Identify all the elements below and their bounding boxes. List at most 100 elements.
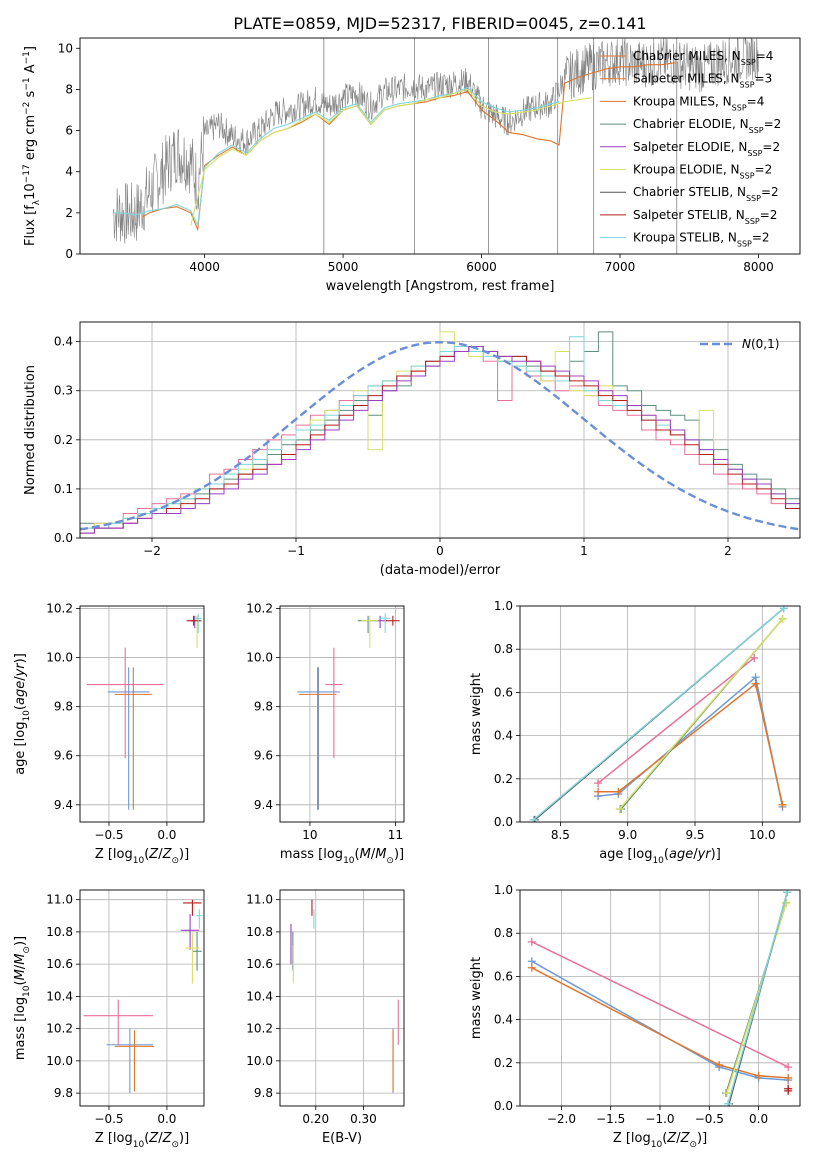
y-tick-label: 10.2 xyxy=(46,1022,73,1036)
legend-entry: Kroupa MILES, NSSP=4 xyxy=(633,94,764,112)
weight-marker xyxy=(784,1063,793,1072)
x-axis-label: E(B-V) xyxy=(322,1131,362,1146)
weight-marker xyxy=(614,787,623,796)
legend: Chabrier MILES, NSSP=4 Salpeter MILES, NS… xyxy=(600,49,781,248)
x-tick-label: −1.0 xyxy=(645,1112,674,1126)
legend-entry: Chabrier MILES, NSSP=4 xyxy=(633,49,773,67)
x-tick-label: −1.5 xyxy=(596,1112,625,1126)
y-tick-label: 10.4 xyxy=(246,989,273,1003)
weight-marker xyxy=(784,1084,793,1093)
x-tick-label: 5000 xyxy=(328,260,359,274)
legend-entry: Kroupa ELODIE, NSSP=2 xyxy=(633,163,772,181)
x-tick-label: 9.5 xyxy=(685,828,704,842)
panel-spectrum: 4000 5000 6000 7000 8000 0 2 4 6 8 10 wavelength [A… xyxy=(22,37,801,294)
x-tick-label: −2 xyxy=(143,544,161,558)
weight-marker xyxy=(750,653,759,662)
weight-marker xyxy=(724,1099,733,1106)
legend-entry: Kroupa STELIB, NSSP=2 xyxy=(633,231,770,249)
axes-frame xyxy=(519,889,801,1107)
y-tick-label: 0.2 xyxy=(494,772,513,786)
legend-entry: Salpeter STELIB, NSSP=2 xyxy=(633,208,777,226)
y-tick-label: 9.4 xyxy=(54,798,73,812)
weight-marker xyxy=(784,1073,793,1082)
y-axis-label: Flux [fλ10−17 erg cm−2 s−1 A−1] xyxy=(22,46,42,246)
axes-frame xyxy=(79,889,205,1107)
y-tick-label: 10.6 xyxy=(246,957,273,971)
x-tick-label: 0.0 xyxy=(749,1112,768,1126)
x-tick-label: 10.0 xyxy=(749,828,776,842)
weight-marker xyxy=(754,1071,763,1080)
x-tick-label: 0.20 xyxy=(302,1112,329,1126)
x-tick-label: 0 xyxy=(436,544,444,558)
y-tick-label: 10.0 xyxy=(246,651,273,665)
x-tick-label: 1 xyxy=(580,544,588,558)
weight-marker xyxy=(615,805,624,814)
legend-entry-normal: N(0,1) xyxy=(742,337,779,351)
plot-area-age_vs_Z xyxy=(86,613,202,810)
x-axis-label: Z [log10(Z/Z⊙)] xyxy=(95,847,189,866)
weight-marker xyxy=(778,614,787,623)
y-tick-label: 11.0 xyxy=(46,893,73,907)
panel-residuals: −2 −1 0 1 2 0.0 0.1 0.2 0.3 0.4 (data-model)/error… xyxy=(23,321,801,578)
y-tick-label: 0.4 xyxy=(54,335,73,349)
y-tick-label: 10.0 xyxy=(46,651,73,665)
y-tick-label: 10.2 xyxy=(246,601,273,615)
y-tick-label: 10.0 xyxy=(46,1054,73,1068)
x-tick-label: 10 xyxy=(302,828,317,842)
weight-marker xyxy=(527,963,536,972)
x-tick-label: 0.30 xyxy=(350,1112,377,1126)
weight-marker xyxy=(778,800,787,809)
x-axis-label: wavelength [Angstrom, rest frame] xyxy=(326,279,555,294)
y-tick-label: 0 xyxy=(65,247,73,261)
weight-line-kroupa_stelib xyxy=(727,891,788,1105)
model-curve-kroupa_elodie xyxy=(190,88,593,226)
model-curve-kroupa_stelib xyxy=(113,86,560,228)
y-tick-label: 0.8 xyxy=(494,642,513,656)
y-tick-label: 10.2 xyxy=(246,1022,273,1036)
x-tick-label: −1 xyxy=(287,544,305,558)
y-tick-label: 9.6 xyxy=(54,749,73,763)
weight-line-kroupa_miles xyxy=(598,682,784,805)
legend-entry: Chabrier ELODIE, NSSP=2 xyxy=(633,117,781,135)
y-tick-label: 0.2 xyxy=(54,433,73,447)
x-tick-label: 0.0 xyxy=(157,1112,176,1126)
y-tick-label: 1.0 xyxy=(494,883,513,897)
x-tick-label: 0.0 xyxy=(157,828,176,842)
y-tick-label: 0.1 xyxy=(54,482,73,496)
x-tick-label: 7000 xyxy=(605,260,636,274)
axes-frame xyxy=(79,37,801,255)
weight-marker xyxy=(594,779,603,788)
x-axis-label: age [log10(age/yr)] xyxy=(599,847,721,866)
y-tick-label: 9.4 xyxy=(254,798,273,812)
y-axis-label: mass [log10(M/M⊙)] xyxy=(13,936,32,1060)
y-tick-label: 0.0 xyxy=(54,531,73,545)
x-axis-label: Z [log10(Z/Z⊙)] xyxy=(95,1131,189,1150)
x-tick-label: −2.0 xyxy=(547,1112,576,1126)
y-tick-label: 9.6 xyxy=(254,749,273,763)
weight-line-chabrier_miles xyxy=(531,960,789,1081)
axes-frame xyxy=(79,321,801,539)
x-axis-label: (data-model)/error xyxy=(380,563,501,578)
plot-area-residuals xyxy=(80,331,800,538)
weight-marker xyxy=(594,787,603,796)
x-tick-label: 11 xyxy=(388,828,403,842)
x-axis-label: mass [log10(M/M⊙)] xyxy=(280,847,404,866)
y-axis-label: mass weight xyxy=(469,673,484,755)
weight-line-kroupa_elodie xyxy=(619,618,784,810)
axes-frame xyxy=(279,889,405,1107)
y-tick-label: 0.2 xyxy=(494,1056,513,1070)
y-axis-label: age [log10(age/yr)] xyxy=(13,653,32,775)
weight-marker xyxy=(723,1089,732,1098)
weight-marker xyxy=(779,606,788,613)
plot-area-mass_vs_Z xyxy=(83,899,203,1094)
panel-weight_vs_age: 8.5 9.0 9.5 10.0 0.0 0.2 0.4 0.6 0.8 1.0 age [log1… xyxy=(469,599,801,866)
weight-line-kroupa_stelib xyxy=(533,607,785,821)
axes-frame xyxy=(519,605,801,823)
plot-area-mass_vs_ebv xyxy=(290,899,399,1094)
weight-marker xyxy=(529,815,538,822)
y-tick-label: 0.6 xyxy=(494,685,513,699)
legend-entry: Salpeter MILES, NSSP=3 xyxy=(633,72,772,90)
y-tick-label: 4 xyxy=(65,165,73,179)
x-tick-label: −0.5 xyxy=(695,1112,724,1126)
x-tick-label: 4000 xyxy=(189,260,220,274)
